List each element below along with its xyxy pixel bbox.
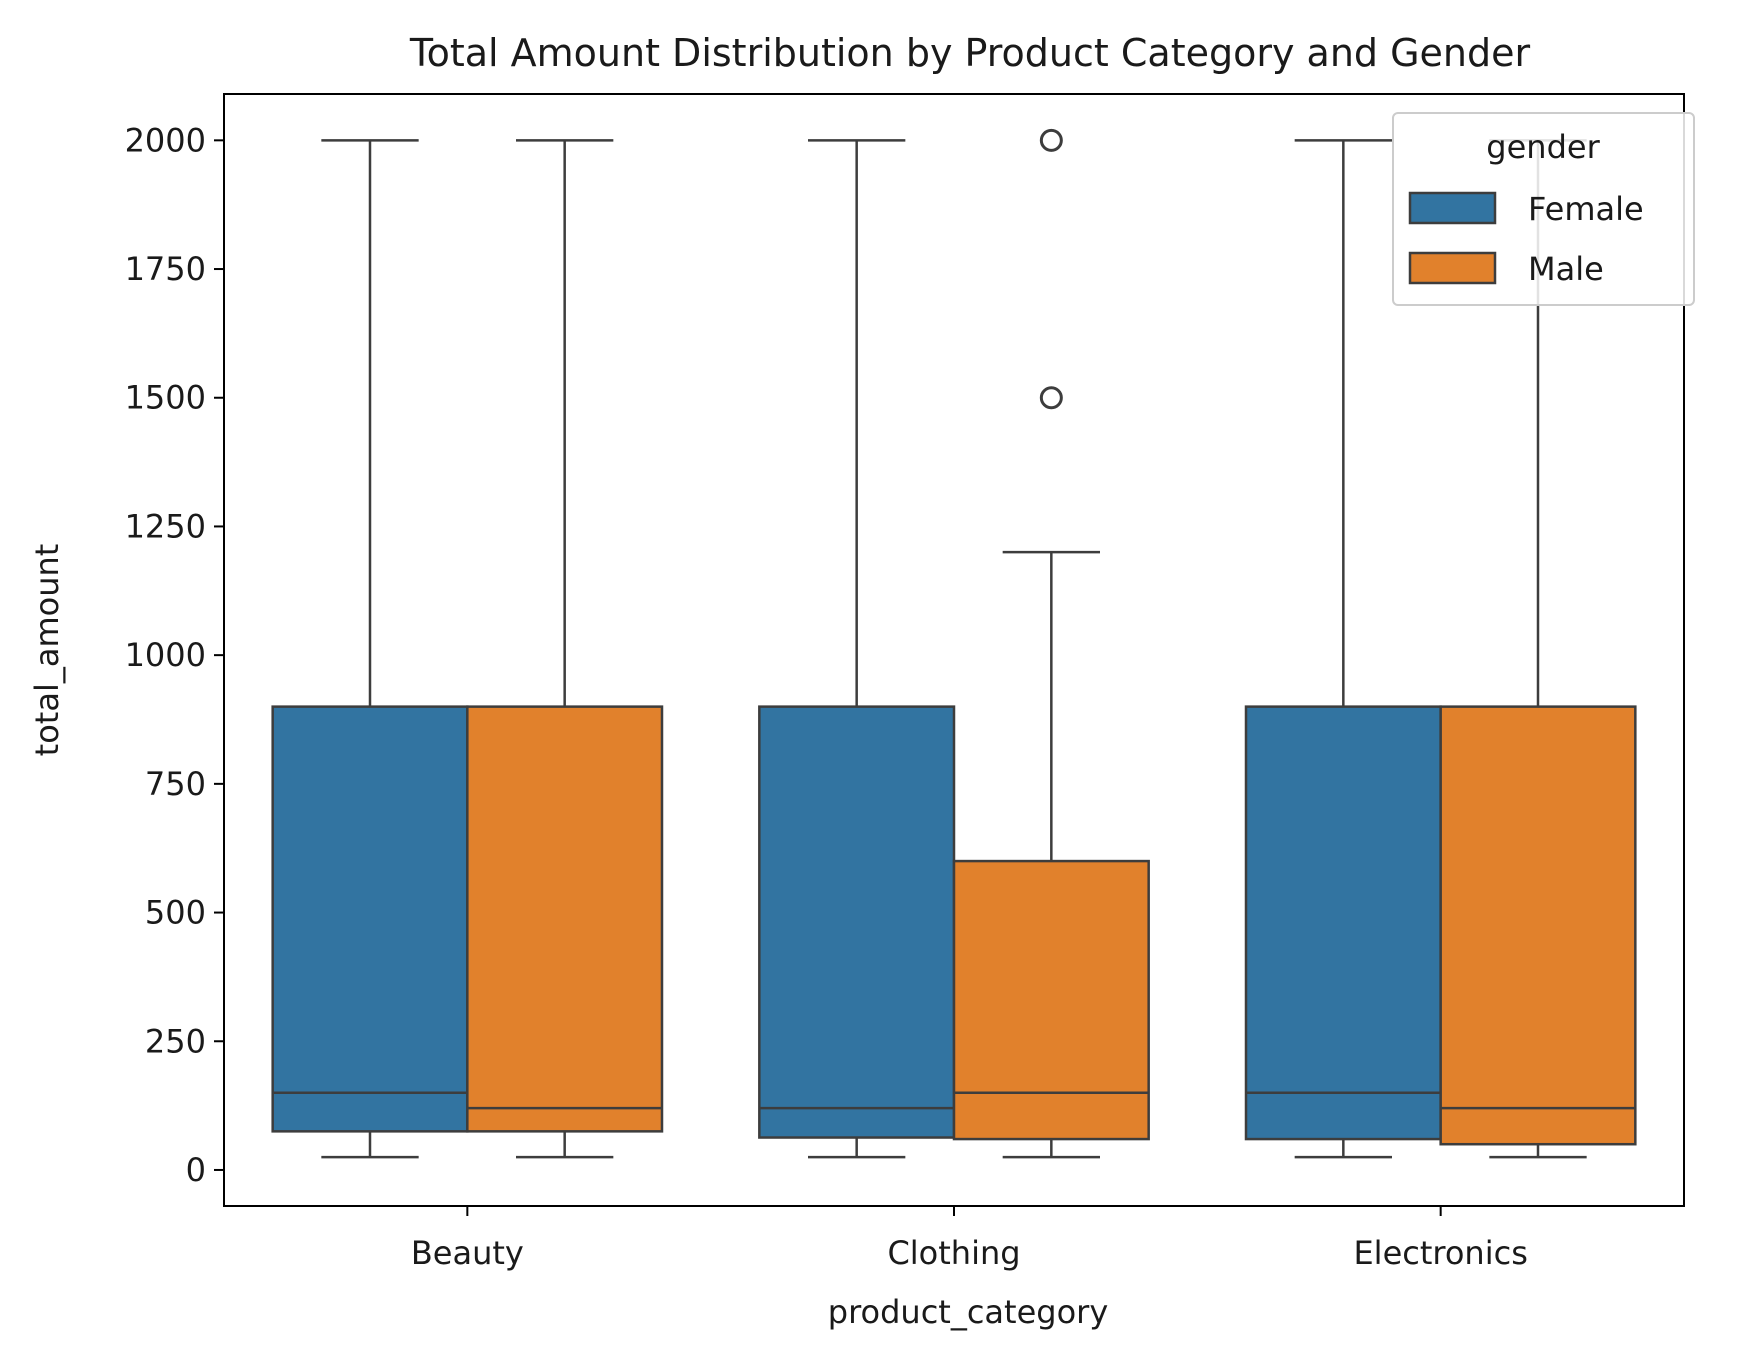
legend-label-female: Female — [1528, 190, 1644, 228]
legend-swatch-male — [1408, 251, 1497, 285]
box-iqr — [271, 705, 469, 1133]
y-tick-label: 1750 — [125, 250, 206, 288]
legend-title: gender — [1486, 128, 1600, 166]
box-iqr — [1439, 705, 1637, 1146]
y-tick-label: 0 — [186, 1151, 206, 1189]
box-male-electronics — [1439, 139, 1637, 1159]
chart-title: Total Amount Distribution by Product Cat… — [409, 31, 1531, 75]
box-female-beauty — [271, 139, 469, 1159]
x-tick-label: Clothing — [887, 1234, 1020, 1272]
y-axis-label: total_amount — [28, 544, 66, 757]
y-tick-label: 250 — [145, 1022, 206, 1060]
y-tick-label: 750 — [145, 765, 206, 803]
legend-swatch-female — [1408, 191, 1497, 225]
y-tick-label: 500 — [145, 894, 206, 932]
y-tick-label: 2000 — [125, 121, 206, 159]
legend-entries: Female Male — [1408, 190, 1644, 288]
x-axis-label: product_category — [828, 1293, 1109, 1331]
box-iqr — [758, 705, 956, 1139]
y-axis: 0 250 500 750 1000 1250 1500 1750 2000 — [125, 121, 224, 1189]
y-tick-label: 1250 — [125, 507, 206, 545]
box-male-clothing — [952, 128, 1150, 1159]
box-female-clothing — [758, 139, 956, 1159]
box-iqr — [952, 859, 1150, 1141]
box-female-electronics — [1244, 139, 1442, 1159]
box-male-beauty — [466, 139, 664, 1159]
x-tick-label: Beauty — [411, 1234, 524, 1272]
outlier-point — [1039, 128, 1063, 152]
legend-label-male: Male — [1528, 250, 1604, 288]
outlier-point — [1039, 386, 1063, 410]
y-tick-label: 1500 — [125, 379, 206, 417]
box-iqr — [466, 705, 664, 1133]
box-iqr — [1244, 705, 1442, 1141]
x-axis: Beauty Clothing Electronics — [411, 1206, 1528, 1272]
legend: gender Female Male — [1392, 112, 1695, 306]
y-tick-label: 1000 — [125, 636, 206, 674]
x-tick-label: Electronics — [1353, 1234, 1527, 1272]
plot-area — [271, 128, 1637, 1159]
